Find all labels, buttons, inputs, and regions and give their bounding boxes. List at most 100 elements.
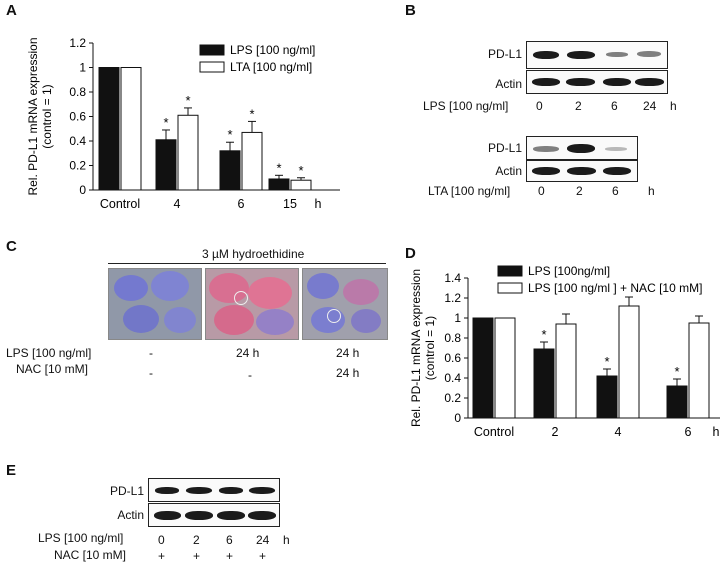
blot-e-unit: h — [283, 533, 290, 547]
panel-label-c: C — [6, 238, 17, 255]
chart-d-ytick-label-4: 0.8 — [444, 331, 461, 345]
chart-a-bar-0-1 — [155, 139, 177, 191]
chart-a-sig-0-3: * — [276, 160, 281, 175]
blot-b2-time-0: 0 — [538, 184, 545, 198]
chart-d-xtick-label-1: 2 — [552, 425, 559, 439]
blot-b1-time-24: 24 — [643, 99, 657, 113]
blot-b2-actin-label: Actin — [495, 164, 522, 178]
chart-a-xunit: h — [315, 197, 322, 211]
blot-e-time-0: 0 — [158, 533, 165, 547]
chart-a-bar-1-1 — [177, 114, 199, 191]
blot-e-actin-label: Actin — [117, 508, 144, 522]
chart-a-xtick-label-0: Control — [100, 197, 140, 211]
panel-c-nac-value-1: - — [149, 366, 153, 380]
panel-label-a: A — [6, 2, 17, 19]
panel-label-b: B — [405, 2, 416, 19]
chart-d-sig-0-3: * — [674, 364, 679, 379]
blot-e-actin-strip — [148, 503, 280, 527]
chart-a-legend-swatch-0 — [199, 44, 225, 56]
chart-d-bar-0-2 — [596, 375, 618, 419]
blot-e-time-24: 24 — [256, 533, 270, 547]
chart-d-legend-swatch-0 — [497, 265, 523, 277]
chart-a-legend-label-1: LTA [100 ng/ml] — [230, 60, 312, 74]
panel-label-e: E — [6, 462, 17, 479]
blot-b1-lps-label: LPS [100 ng/ml] — [423, 99, 509, 113]
chart-a-ytick-label-1: 0.2 — [69, 159, 86, 173]
chart-d-bar-1-3 — [688, 322, 710, 419]
blot-e-nac-mark-2: + — [193, 549, 201, 563]
panel-c-nac-label: NAC [10 mM] — [16, 362, 89, 376]
panel-c-lps-value-3: 24 h — [336, 346, 360, 360]
chart-a-ytick-label-3: 0.6 — [69, 110, 86, 124]
chart-d-bar-1-0 — [494, 317, 516, 419]
chart-a-ytick-label-0: 0 — [79, 183, 86, 197]
blot-b2-actin-strip — [526, 160, 638, 182]
blot-e-time-6: 6 — [226, 533, 233, 547]
blot-b1-pdl1-label: PD-L1 — [487, 47, 522, 61]
panel-c-lps-label: LPS [100 ng/ml] — [6, 346, 92, 360]
chart-d-xtick-label-0: Control — [474, 425, 514, 439]
chart-a-ylabel-line2: (control = 1) — [40, 84, 54, 148]
chart-a-xtick-label-1: 4 — [174, 197, 181, 211]
panel-c-lps-value-1: - — [149, 346, 153, 360]
micrograph-control — [108, 268, 202, 340]
panel-label-d: D — [405, 245, 416, 262]
panel-c-lps-value-2: 24 h — [236, 346, 260, 360]
chart-a-xtick-label-3: 15 — [283, 197, 297, 211]
chart-d-bar-1-2 — [618, 305, 640, 419]
chart-a-legend-swatch-1 — [199, 61, 225, 73]
blot-b2-time-6: 6 — [612, 184, 619, 198]
chart-d-legend-label-1: LPS [100 ng/ml ] + NAC [10 mM] — [528, 281, 702, 295]
chart-a-sig-0-2: * — [227, 127, 232, 142]
chart-a-bar-1-3 — [290, 179, 312, 191]
chart-a-bar-0-3 — [268, 178, 290, 191]
chart-d-bar-0-3 — [666, 385, 688, 419]
blot-b2-lta-label: LTA [100 ng/ml] — [428, 184, 511, 198]
blot-e-lps-label: LPS [100 ng/ml] — [38, 531, 124, 545]
panel-c-nac-value-2: - — [248, 368, 252, 382]
chart-d-ytick-label-0: 0 — [454, 411, 461, 425]
blot-e-pdl1-label: PD-L1 — [109, 484, 144, 498]
panel-c-nac-value-3: 24 h — [336, 366, 360, 380]
chart-a-pdl1-lps-lta: Rel. PD-L1 mRNA expression (control = 1) 0… — [26, 36, 340, 211]
chart-d-ytick-label-7: 1.4 — [444, 271, 461, 285]
chart-d-sig-0-2: * — [604, 354, 609, 369]
chart-d-ytick-label-2: 0.4 — [444, 371, 461, 385]
chart-a-ylabel-line1: Rel. PD-L1 mRNA expression — [26, 37, 40, 195]
blot-e-nac-mark-4: + — [259, 549, 267, 563]
chart-d-xtick-label-2: 4 — [615, 425, 622, 439]
blot-b1-time-2: 2 — [575, 99, 582, 113]
chart-a-ytick-label-5: 1 — [79, 61, 86, 75]
blot-b1-time-0: 0 — [536, 99, 543, 113]
chart-d-ytick-label-5: 1 — [454, 311, 461, 325]
micrograph-lps-nac — [302, 268, 388, 340]
chart-a-sig-1-1: * — [185, 93, 190, 108]
chart-a-sig-1-2: * — [249, 106, 254, 121]
chart-d-ytick-label-3: 0.6 — [444, 351, 461, 365]
micrograph-lps — [205, 268, 299, 340]
blot-b1-actin-strip — [526, 70, 668, 94]
blot-b1-actin-label: Actin — [495, 77, 522, 91]
chart-d-xunit: h — [713, 425, 720, 439]
chart-d-ylabel-line1: Rel. PD-L1 mRNA expression — [409, 269, 423, 427]
chart-d-legend-swatch-1 — [497, 282, 523, 294]
blot-b1-time-6: 6 — [611, 99, 618, 113]
chart-d-ylabel-line2: (control = 1) — [423, 316, 437, 380]
blot-e-nac-mark-3: + — [226, 549, 234, 563]
chart-a-sig-0-1: * — [163, 115, 168, 130]
chart-a-legend-label-0: LPS [100 ng/ml] — [230, 43, 315, 57]
blot-b2-unit: h — [648, 184, 655, 198]
blot-e-nac-label: NAC [10 mM] — [54, 548, 127, 562]
blot-e-time-2: 2 — [193, 533, 200, 547]
blot-b2-pdl1-strip — [526, 136, 638, 160]
chart-d-legend-label-0: LPS [100ng/ml] — [528, 264, 610, 278]
blot-e-pdl1-strip — [148, 478, 280, 502]
chart-d-bar-0-0 — [472, 317, 494, 419]
panel-c-title-rule — [108, 263, 386, 264]
chart-a-ytick-label-4: 0.8 — [69, 85, 86, 99]
chart-a-bar-0-2 — [219, 150, 241, 191]
chart-a-sig-1-3: * — [298, 163, 303, 178]
chart-a-bar-0-0 — [98, 67, 120, 191]
chart-a-bar-1-2 — [241, 131, 263, 191]
chart-a-ytick-label-2: 0.4 — [69, 134, 86, 148]
